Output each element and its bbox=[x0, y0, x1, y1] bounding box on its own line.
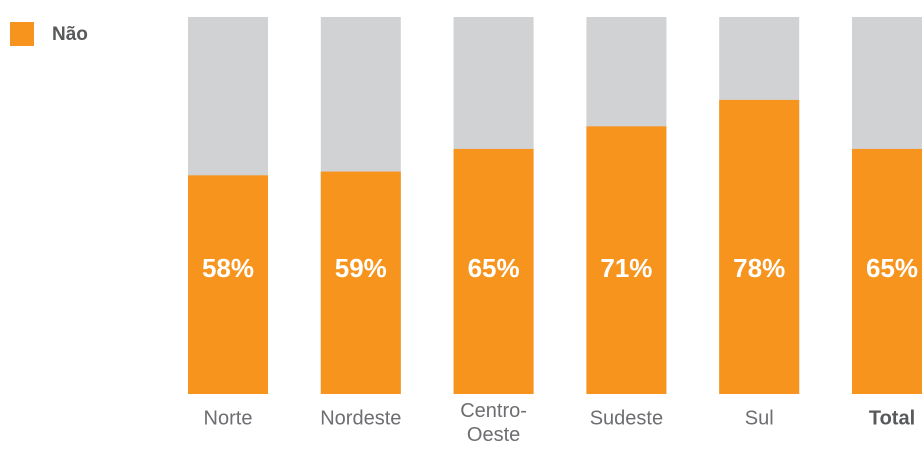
x-tick-label: Sudeste bbox=[590, 407, 663, 429]
value-label: 71% bbox=[600, 253, 652, 283]
x-tick-label: Centro-Oeste bbox=[460, 400, 527, 446]
legend-label: Não bbox=[52, 24, 88, 45]
bar bbox=[320, 171, 401, 394]
bar bbox=[852, 148, 922, 394]
value-label: 65% bbox=[866, 253, 918, 283]
value-label: 58% bbox=[202, 253, 254, 283]
bar bbox=[188, 175, 268, 394]
x-tick-label: Norte bbox=[204, 407, 253, 429]
value-label: 65% bbox=[468, 253, 520, 283]
x-tick-label: Sul bbox=[745, 407, 774, 429]
x-tick-label: Total bbox=[869, 407, 915, 429]
bar bbox=[719, 99, 800, 394]
x-tick-label: Nordeste bbox=[320, 407, 401, 429]
bar bbox=[453, 148, 534, 394]
bar bbox=[586, 126, 667, 394]
value-label: 59% bbox=[335, 253, 387, 283]
legend-swatch bbox=[10, 22, 34, 46]
value-label: 78% bbox=[733, 253, 785, 283]
